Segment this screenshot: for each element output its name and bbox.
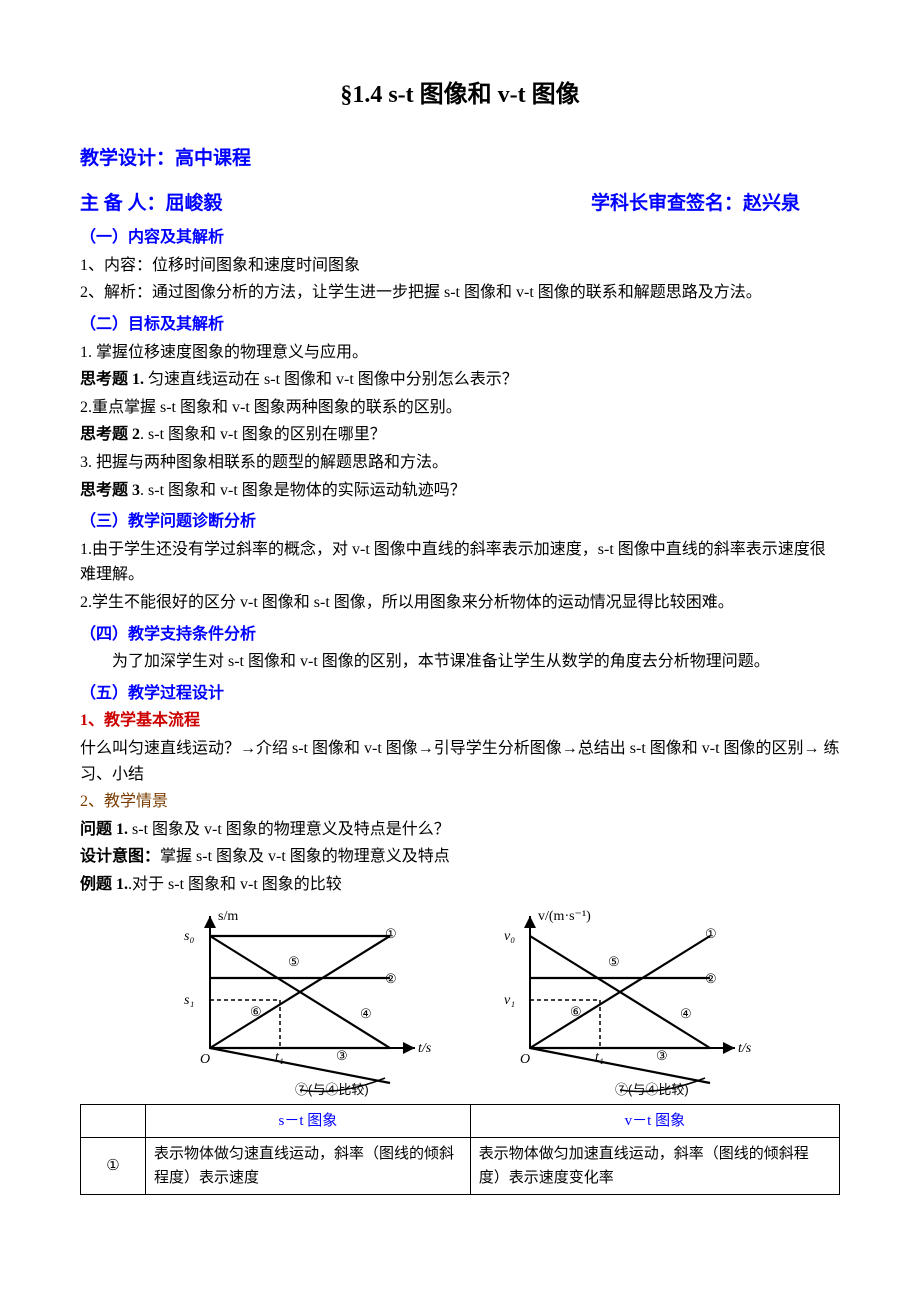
section-3-header: （三）教学问题诊断分析 — [80, 509, 840, 535]
table-h2: v－t 图象 — [470, 1104, 839, 1137]
st-chart: s/m t/s s₀ s₁ O t₁ ① ② ③ ④ ⑤ ⑥ ⑦(与④比较) — [160, 908, 440, 1098]
section-5-header: （五）教学过程设计 — [80, 681, 840, 707]
sec5-ex1: 例题 1..对于 s-t 图象和 v-t 图象的比较 — [80, 872, 840, 898]
st-c5: ⑤ — [288, 954, 300, 969]
vt-origin: O — [520, 1052, 530, 1067]
vt-ylabel: v/(m·s⁻¹) — [538, 909, 591, 924]
st-c6: ⑥ — [250, 1004, 262, 1019]
st-y0: s₀ — [184, 929, 194, 944]
sec2-q1: 思考题 1. 匀速直线运动在 s-t 图像和 v-t 图像中分别怎么表示？ — [80, 367, 840, 393]
table-row: ① 表示物体做匀速直线运动，斜率（图线的倾斜程度）表示速度 表示物体做匀加速直线… — [81, 1137, 840, 1194]
st-ylabel: s/m — [218, 909, 238, 924]
st-c2: ② — [385, 971, 397, 986]
st-c4: ④ — [360, 1006, 372, 1021]
preparer: 主 备 人：屈峻毅 — [80, 189, 223, 219]
table-r1-idx: ① — [81, 1137, 146, 1194]
vt-xlabel: t/s — [738, 1041, 752, 1056]
table-h1: s－t 图象 — [146, 1104, 471, 1137]
sec5-q1: 问题 1. s-t 图象及 v-t 图象的物理意义及特点是什么？ — [80, 817, 840, 843]
chart-row: s/m t/s s₀ s₁ O t₁ ① ② ③ ④ ⑤ ⑥ ⑦(与④比较) — [80, 908, 840, 1098]
sec4-p1: 为了加深学生对 s-t 图像和 v-t 图像的区别，本节课准备让学生从数学的角度… — [80, 649, 840, 675]
table-header-row: s－t 图象 v－t 图象 — [81, 1104, 840, 1137]
vt-c1: ① — [705, 926, 717, 941]
table-h-blank — [81, 1104, 146, 1137]
page-title: §1.4 s-t 图像和 v-t 图像 — [80, 76, 840, 114]
sec2-p1: 1. 掌握位移速度图象的物理意义与应用。 — [80, 340, 840, 366]
sec2-q3: 思考题 3. s-t 图象和 v-t 图象是物体的实际运动轨迹吗？ — [80, 478, 840, 504]
vt-footer: ⑦(与④比较) — [615, 1082, 689, 1097]
sec3-p1: 1.由于学生还没有学过斜率的概念，对 v-t 图像中直线的斜率表示加速度，s-t… — [80, 537, 840, 588]
table-r1-c1: 表示物体做匀速直线运动，斜率（图线的倾斜程度）表示速度 — [146, 1137, 471, 1194]
vt-c4: ④ — [680, 1006, 692, 1021]
section-2-header: （二）目标及其解析 — [80, 312, 840, 338]
st-y1: s₁ — [184, 993, 194, 1008]
design-line: 教学设计：高中课程 — [80, 144, 840, 174]
reviewer: 学科长审查签名：赵兴泉 — [591, 189, 800, 219]
sec2-p3: 3. 把握与两种图象相联系的题型的解题思路和方法。 — [80, 450, 840, 476]
sec1-p2: 2、解析：通过图像分析的方法，让学生进一步把握 s-t 图像和 v-t 图像的联… — [80, 280, 840, 306]
table-r1-c2: 表示物体做匀加速直线运动，斜率（图线的倾斜程度）表示速度变化率 — [470, 1137, 839, 1194]
author-line: 主 备 人：屈峻毅 学科长审查签名：赵兴泉 — [80, 189, 800, 219]
st-origin: O — [200, 1052, 210, 1067]
section-4-header: （四）教学支持条件分析 — [80, 622, 840, 648]
design-value: 高中课程 — [175, 148, 251, 169]
vt-y1: v₁ — [504, 993, 515, 1008]
st-footer: ⑦(与④比较) — [295, 1082, 369, 1097]
vt-chart: v/(m·s⁻¹) t/s v₀ v₁ O t₁ ① ② ③ ④ ⑤ ⑥ ⑦(与… — [480, 908, 760, 1098]
vt-c2: ② — [705, 971, 717, 986]
sec2-q2: 思考题 2. s-t 图象和 v-t 图象的区别在哪里？ — [80, 422, 840, 448]
sec3-p2: 2.学生不能很好的区分 v-t 图像和 s-t 图像，所以用图象来分析物体的运动… — [80, 590, 840, 616]
sec2-p2: 2.重点掌握 s-t 图象和 v-t 图象两种图象的联系的区别。 — [80, 395, 840, 421]
sec1-p1: 1、内容：位移时间图象和速度时间图象 — [80, 253, 840, 279]
st-c1: ① — [385, 926, 397, 941]
vt-c3: ③ — [656, 1048, 668, 1063]
sec5-design: 设计意图：掌握 s-t 图象及 v-t 图象的物理意义及特点 — [80, 844, 840, 870]
comparison-table: s－t 图象 v－t 图象 ① 表示物体做匀速直线运动，斜率（图线的倾斜程度）表… — [80, 1104, 840, 1195]
section-1-header: （一）内容及其解析 — [80, 225, 840, 251]
vt-y0: v₀ — [504, 929, 515, 944]
vt-c5: ⑤ — [608, 954, 620, 969]
design-label: 教学设计： — [80, 148, 175, 169]
sec5-sub1-body: 什么叫匀速直线运动？→介绍 s-t 图像和 v-t 图像→引导学生分析图像→总结… — [80, 736, 840, 787]
st-xlabel: t/s — [418, 1041, 432, 1056]
st-c3: ③ — [336, 1048, 348, 1063]
vt-c6: ⑥ — [570, 1004, 582, 1019]
sec5-sub2: 2、教学情景 — [80, 789, 840, 815]
sec5-sub1: 1、教学基本流程 — [80, 708, 840, 734]
